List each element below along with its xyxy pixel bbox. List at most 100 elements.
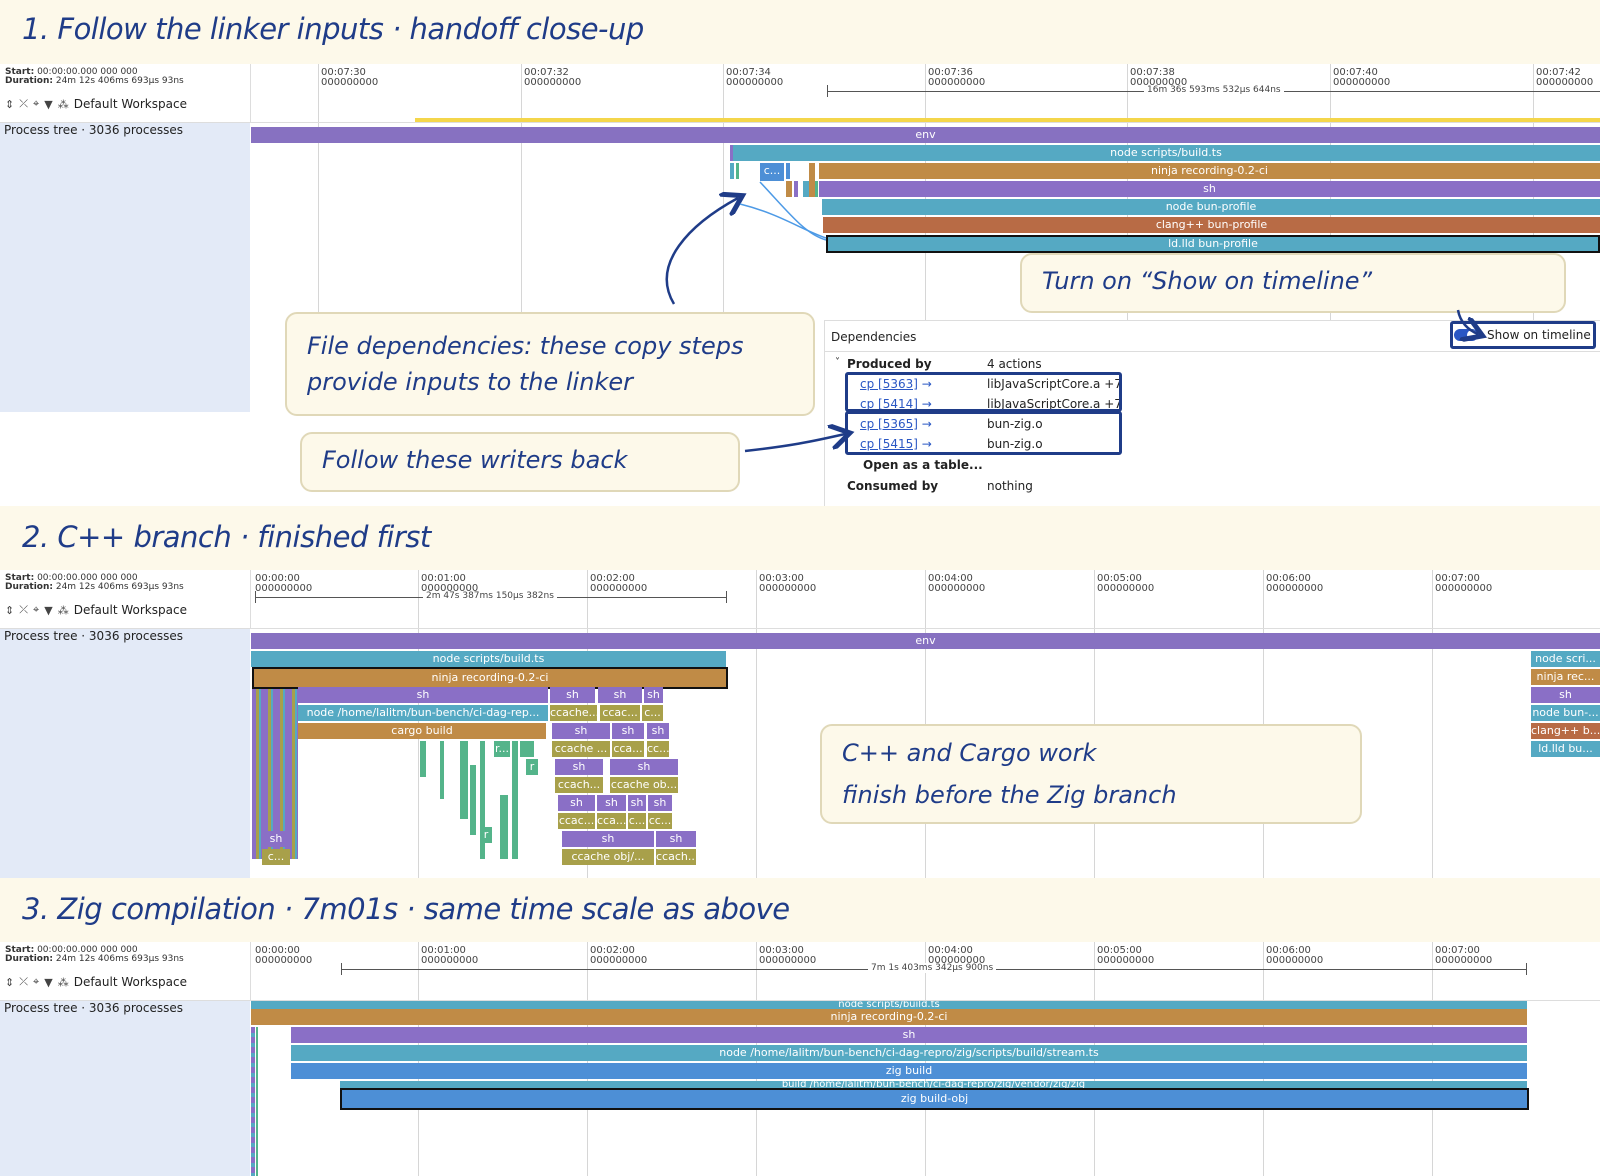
collapse-all-icon[interactable]: ⤫ (19, 603, 29, 616)
dep-link[interactable]: cp [5415] (860, 437, 918, 451)
unpin-icon[interactable]: ⌖ (33, 603, 40, 616)
dep-link[interactable]: cp [5363] (860, 377, 918, 391)
track-sh[interactable]: sh (262, 831, 290, 847)
track-sh[interactable]: sh (628, 795, 646, 811)
track-ccache[interactable]: cc... (648, 813, 672, 829)
dep-link[interactable]: cp [5365] (860, 417, 918, 431)
track-clang-right[interactable]: clang++ b... (1531, 723, 1600, 739)
track-sh[interactable]: sh (648, 795, 672, 811)
process-tree-label[interactable]: Process tree · 3036 processes (4, 629, 184, 643)
filter-icon[interactable]: ▼ (44, 97, 53, 111)
arrow-right-icon[interactable]: → (921, 397, 932, 411)
track-ninja[interactable]: ninja recording-0.2-ci (251, 1009, 1527, 1025)
dep-row-action-link[interactable]: cp [5414] → (860, 397, 932, 411)
track-node-bun-profile[interactable]: node bun-profile (822, 199, 1600, 215)
track-ccache[interactable]: cca... (612, 741, 644, 757)
track-ccache[interactable]: c... (628, 813, 646, 829)
cargo-job-label[interactable]: r (480, 827, 492, 843)
track-ccache[interactable]: ccache ... (552, 741, 610, 757)
dep-row-action-link[interactable]: cp [5363] → (860, 377, 932, 391)
track-sh[interactable]: sh (562, 831, 654, 847)
track-sliver[interactable] (786, 181, 792, 197)
cargo-job[interactable] (480, 741, 485, 859)
track-ccache[interactable]: ccache ob... (610, 777, 678, 793)
cargo-job[interactable] (420, 741, 426, 777)
produced-by-chevron-icon[interactable]: ˅ (835, 357, 840, 368)
collapse-all-icon[interactable]: ⤫ (19, 97, 29, 110)
track-sliver[interactable] (815, 181, 818, 197)
expand-all-icon[interactable]: ⇕ (5, 97, 15, 111)
arrow-right-icon[interactable]: → (921, 377, 932, 391)
track-env[interactable]: env (251, 633, 1600, 649)
track-sh[interactable]: sh (597, 795, 626, 811)
track-zig-build-obj[interactable]: zig build-obj (340, 1088, 1529, 1110)
track-sh[interactable]: sh (819, 181, 1600, 197)
track-ld-right[interactable]: ld.lld bu... (1531, 741, 1600, 757)
track-ccache[interactable]: ccache... (550, 705, 597, 721)
expand-all-icon[interactable]: ⇕ (5, 603, 15, 617)
track-ccache[interactable]: c... (262, 849, 290, 865)
track-ninja[interactable]: ninja recording-0.2-ci (819, 163, 1600, 179)
arrow-right-icon[interactable]: → (921, 437, 932, 451)
track-ccache[interactable]: ccach... (656, 849, 696, 865)
workspace-selector[interactable]: Default Workspace (73, 975, 187, 989)
track-ccache[interactable]: c... (642, 705, 663, 721)
track-sliver[interactable] (794, 181, 798, 197)
track-sh[interactable]: sh (291, 1027, 1527, 1043)
track-sh[interactable]: sh (598, 687, 642, 703)
track-ccache[interactable]: ccac... (558, 813, 595, 829)
track-ccache[interactable]: cc... (647, 741, 669, 757)
cargo-job-label[interactable]: r (526, 759, 538, 775)
track-node-build[interactable]: node scripts/build.ts (251, 1001, 1527, 1009)
arrow-right-icon[interactable]: → (921, 417, 932, 431)
track-sh[interactable]: sh (647, 723, 669, 739)
dep-row-action-link[interactable]: cp [5415] → (860, 437, 932, 451)
cargo-job[interactable] (512, 741, 518, 859)
track-sh[interactable]: sh (555, 759, 603, 775)
track-zig-build[interactable]: zig build (291, 1063, 1527, 1079)
collapse-all-icon[interactable]: ⤫ (19, 975, 29, 988)
track-env[interactable]: env (251, 127, 1600, 143)
track-node-build[interactable]: node scripts/build.ts (732, 145, 1600, 161)
track-sh[interactable]: sh (612, 723, 644, 739)
cargo-job[interactable] (470, 765, 476, 835)
track-sliver[interactable] (809, 163, 815, 197)
cargo-job[interactable] (440, 741, 444, 799)
dep-link[interactable]: cp [5414] (860, 397, 918, 411)
filter-icon[interactable]: ▼ (44, 603, 53, 617)
track-node-stream[interactable]: node /home/lalitm/bun-bench/ci-dag-repro… (291, 1045, 1527, 1061)
unpin-icon[interactable]: ⌖ (33, 97, 40, 110)
track-ccache[interactable]: ccac... (600, 705, 640, 721)
track-sh[interactable]: sh (298, 687, 548, 703)
workspace-selector[interactable]: Default Workspace (73, 603, 187, 617)
track-node-bun-right[interactable]: node bun-... (1531, 705, 1600, 721)
workspace-selector[interactable]: Default Workspace (73, 97, 187, 111)
cargo-job[interactable] (500, 795, 508, 859)
track-node-home[interactable]: node /home/lalitm/bun-bench/ci-dag-rep..… (298, 705, 548, 721)
expand-all-icon[interactable]: ⇕ (5, 975, 15, 989)
track-small-c[interactable]: c... (760, 163, 784, 181)
track-sliver[interactable] (730, 163, 734, 179)
process-tree-label[interactable]: Process tree · 3036 processes (4, 123, 184, 137)
track-build-vendor-zig[interactable]: build /home/lalitm/bun-bench/ci-dag-repr… (340, 1081, 1527, 1089)
unpin-icon[interactable]: ⌖ (33, 975, 40, 988)
track-sh[interactable]: sh (644, 687, 663, 703)
track-sh[interactable]: sh (558, 795, 595, 811)
track-ld-lld-bun-profile[interactable]: ld.lld bun-profile (826, 235, 1600, 253)
track-node-scripts-right[interactable]: node scri... (1531, 651, 1600, 667)
cargo-job-label[interactable]: r... (494, 741, 510, 757)
track-cargo-build[interactable]: cargo build (298, 723, 546, 739)
track-sliver[interactable] (730, 145, 733, 161)
track-sh[interactable]: sh (610, 759, 678, 775)
track-ccache[interactable]: ccach... (555, 777, 603, 793)
track-sh[interactable]: sh (550, 687, 595, 703)
cargo-job[interactable] (520, 741, 534, 757)
track-sliver[interactable] (736, 163, 739, 179)
track-node-build[interactable]: node scripts/build.ts (251, 651, 726, 667)
track-sh-right[interactable]: sh (1531, 687, 1600, 703)
track-sh[interactable]: sh (552, 723, 610, 739)
track-sh[interactable]: sh (656, 831, 696, 847)
cargo-job[interactable] (460, 741, 468, 819)
track-ccache[interactable]: ccache obj/... (562, 849, 654, 865)
open-as-table-link[interactable]: Open as a table... (863, 458, 983, 472)
